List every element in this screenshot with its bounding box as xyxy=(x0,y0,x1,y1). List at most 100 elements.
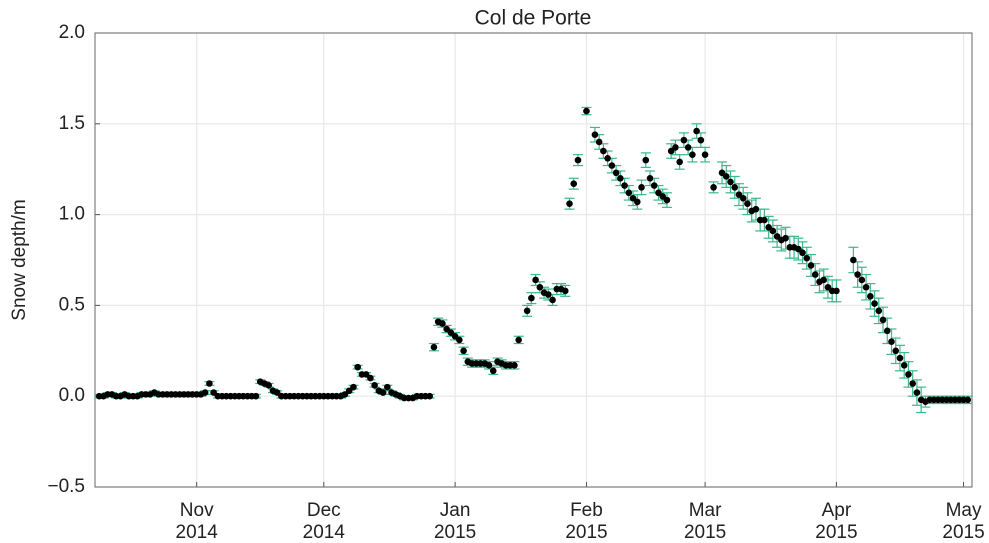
data-point xyxy=(896,354,904,362)
data-point xyxy=(633,198,641,206)
x-tick-label: Nov 2014 xyxy=(176,500,219,543)
plot-area xyxy=(95,33,972,487)
data-point xyxy=(439,320,446,327)
data-point xyxy=(460,347,467,355)
x-tick-label: Dec 2014 xyxy=(303,500,346,543)
data-point xyxy=(701,151,709,158)
data-point xyxy=(617,174,624,182)
data-point xyxy=(752,205,760,213)
data-point xyxy=(430,343,438,351)
data-point xyxy=(489,367,497,375)
data-point xyxy=(354,363,361,371)
data-point xyxy=(854,271,861,278)
data-point xyxy=(799,249,806,257)
data-point xyxy=(608,162,616,169)
data-point xyxy=(570,180,578,188)
y-tick-label: −0.5 xyxy=(47,476,85,497)
data-point xyxy=(384,383,391,391)
data-point xyxy=(693,127,700,135)
x-tick-label: Mar 2015 xyxy=(684,500,726,543)
data-point xyxy=(684,144,692,151)
data-point xyxy=(583,107,590,115)
data-point xyxy=(371,382,378,389)
data-point xyxy=(680,136,688,144)
data-point xyxy=(900,362,908,369)
data-point xyxy=(913,389,921,396)
x-tick-label: May 2015 xyxy=(942,500,984,543)
data-point xyxy=(739,194,747,202)
data-point xyxy=(252,392,260,400)
data-point xyxy=(879,316,887,324)
data-point xyxy=(561,287,569,295)
data-point xyxy=(676,158,683,166)
data-point xyxy=(485,362,493,369)
x-tick-label: Feb 2015 xyxy=(565,500,607,543)
data-point xyxy=(604,155,611,162)
y-tick-label: 0.5 xyxy=(59,294,85,315)
data-point xyxy=(515,336,522,344)
data-point xyxy=(201,389,209,396)
data-point xyxy=(528,294,535,302)
data-point xyxy=(650,182,658,189)
y-axis-label: Snow depth/m xyxy=(9,199,30,320)
data-point xyxy=(367,374,374,382)
data-point xyxy=(862,283,870,291)
data-point xyxy=(888,338,895,346)
x-tick-label: Apr 2015 xyxy=(815,500,857,543)
data-point xyxy=(663,196,671,204)
data-point xyxy=(536,283,544,291)
data-point xyxy=(858,276,866,284)
data-point xyxy=(697,136,705,144)
data-point xyxy=(600,147,607,155)
data-point xyxy=(833,287,840,295)
data-point xyxy=(850,256,857,264)
data-point xyxy=(574,156,582,164)
data-point xyxy=(265,382,273,389)
data-point xyxy=(549,296,556,304)
data-point xyxy=(625,189,633,197)
chart-title: Col de Porte xyxy=(475,7,592,30)
y-tick-label: 1.5 xyxy=(59,113,85,134)
data-point xyxy=(727,178,734,186)
y-tick-label: 0.0 xyxy=(59,385,85,406)
data-point xyxy=(621,182,628,189)
data-point xyxy=(905,371,912,378)
data-point xyxy=(867,293,874,300)
data-point xyxy=(672,144,679,151)
data-point xyxy=(782,234,789,242)
data-point xyxy=(379,389,387,396)
data-point xyxy=(811,271,819,278)
data-point xyxy=(744,200,751,208)
data-point xyxy=(710,184,717,191)
data-point xyxy=(545,291,552,298)
x-tick-label: Jan 2015 xyxy=(434,500,476,543)
data-point xyxy=(350,383,357,391)
data-point xyxy=(807,262,815,269)
y-tick-label: 2.0 xyxy=(59,22,85,43)
data-point xyxy=(909,380,916,387)
data-point xyxy=(638,184,645,191)
data-point xyxy=(646,174,654,182)
data-point xyxy=(591,131,599,138)
data-point xyxy=(426,392,434,400)
data-point xyxy=(803,254,811,262)
data-point xyxy=(566,200,573,208)
data-point xyxy=(875,307,883,315)
data-point xyxy=(612,169,620,177)
data-point xyxy=(892,347,900,355)
data-point xyxy=(883,327,891,335)
data-point xyxy=(523,307,531,315)
data-point xyxy=(689,151,696,158)
data-point xyxy=(595,138,603,146)
y-tick-label: 1.0 xyxy=(59,204,85,225)
data-point xyxy=(456,336,463,344)
data-point xyxy=(964,396,972,404)
data-point xyxy=(871,300,878,307)
data-point xyxy=(511,362,518,369)
data-point xyxy=(731,184,739,191)
data-point xyxy=(642,156,650,164)
data-point xyxy=(820,276,828,284)
plot-frame xyxy=(94,32,973,488)
data-point xyxy=(206,380,213,387)
